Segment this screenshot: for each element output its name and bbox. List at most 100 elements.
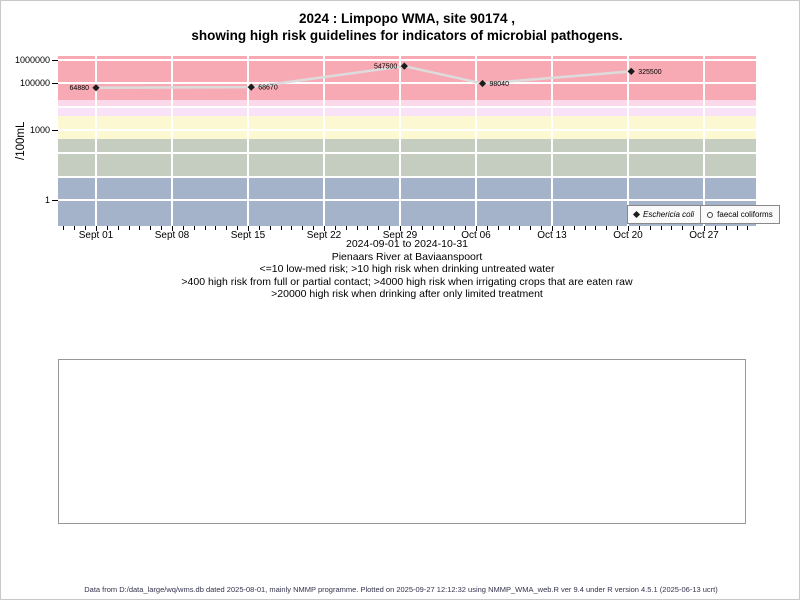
y-axis-tick-label: 1000 <box>29 125 50 135</box>
x-axis-tick <box>334 226 336 230</box>
risk-band-400-4000 <box>58 115 756 140</box>
x-axis-tick-label: Oct 06 <box>461 230 491 241</box>
x-axis-tick <box>269 226 271 230</box>
risk-band-10-400 <box>58 139 756 177</box>
legend-label-eschericia-coli: Eschericia coli <box>643 210 695 219</box>
risk-band->20000 <box>58 56 756 100</box>
h-gridline <box>58 152 756 155</box>
x-axis-tick <box>410 226 412 230</box>
h-gridline <box>58 59 756 61</box>
x-axis-tick <box>747 226 749 230</box>
x-axis-tick <box>171 226 173 231</box>
x-axis-tick <box>714 226 716 230</box>
x-axis-tick-label: Oct 27 <box>689 230 719 241</box>
legend: Eschericia coli faecal coliforms <box>627 205 780 224</box>
x-axis-tick <box>204 226 206 230</box>
x-axis-tick <box>497 226 499 230</box>
x-axis-tick <box>378 226 380 230</box>
data-series-layer: 64880 68670 547500 98040 325500 <box>70 62 662 92</box>
site-name: Pienaars River at Baviaanspoort <box>331 250 483 263</box>
v-gridline <box>246 56 249 226</box>
h-gridline <box>58 129 756 131</box>
x-axis-tick <box>465 226 467 230</box>
x-axis-tick <box>399 226 401 231</box>
guideline-line2: >400 high risk from full or partial cont… <box>181 275 633 288</box>
x-axis-tick <box>443 226 445 230</box>
x-axis-tick <box>584 226 586 230</box>
x-axis-date-range: 2024-09-01 to 2024-10-31 <box>345 238 468 250</box>
x-axis-tick <box>345 226 347 230</box>
y-axis-tick-label: 1 <box>44 195 50 205</box>
v-gridline <box>474 56 477 226</box>
risk-band-10000-20000 <box>58 99 756 107</box>
x-axis-tick <box>617 226 619 230</box>
x-axis-tick <box>63 226 65 230</box>
data-point <box>627 67 635 75</box>
x-axis-tick <box>96 226 97 231</box>
h-gridline <box>58 199 756 201</box>
x-axis-tick <box>367 226 369 230</box>
x-axis-tick <box>280 226 282 230</box>
h-gridline <box>58 105 756 108</box>
x-axis-tick <box>595 226 597 230</box>
data-point-label: 325500 <box>638 69 661 76</box>
x-axis-tick <box>660 226 662 230</box>
x-axis-tick <box>313 226 315 230</box>
x-axis-tick <box>106 226 108 230</box>
x-axis-tick <box>85 226 87 230</box>
x-axis-tick <box>432 226 434 230</box>
x-axis-tick <box>530 226 532 230</box>
x-axis-tick-label: Sept 15 <box>230 230 266 241</box>
x-axis-tick <box>551 226 553 231</box>
x-axis-tick <box>486 226 488 230</box>
x-axis-tick <box>508 226 510 230</box>
data-point-label: 64880 <box>70 85 90 92</box>
legend-label-faecal-coliforms: faecal coliforms <box>717 210 773 219</box>
x-axis-tick <box>182 226 184 230</box>
empty-panel <box>58 359 746 524</box>
y-axis-tick <box>52 83 58 85</box>
x-axis-tick <box>117 226 119 230</box>
x-axis-tick-label: Sept 08 <box>154 230 190 241</box>
y-axis-tick <box>52 60 58 61</box>
x-axis-tick <box>323 226 325 231</box>
v-gridline <box>550 56 553 226</box>
x-axis-tick <box>389 226 391 230</box>
x-axis-tick <box>356 226 358 230</box>
v-gridline <box>95 56 97 226</box>
data-point <box>247 83 255 91</box>
y-axis-tick <box>52 130 58 131</box>
v-gridline <box>170 56 173 226</box>
data-point-label: 98040 <box>490 81 510 88</box>
x-axis-tick <box>128 226 130 230</box>
x-axis-tick <box>736 226 738 230</box>
guideline-line3: >20000 high risk when drinking after onl… <box>271 288 543 301</box>
data-point-label: 547500 <box>374 64 397 71</box>
open-circle-icon <box>707 211 714 218</box>
x-axis-tick <box>519 226 521 230</box>
x-axis-tick <box>562 226 564 230</box>
v-gridline <box>398 56 401 226</box>
x-axis-tick <box>703 226 705 231</box>
v-gridline <box>626 56 629 226</box>
x-axis-tick <box>693 226 695 230</box>
x-axis-tick-label: Sept 01 <box>78 230 114 241</box>
x-axis-tick <box>237 226 239 230</box>
data-point <box>400 62 408 70</box>
v-gridline <box>322 56 325 226</box>
x-axis-tick <box>606 226 608 230</box>
x-axis-tick <box>161 226 163 230</box>
x-axis-tick <box>150 226 152 230</box>
x-axis-tick <box>541 226 543 230</box>
y-axis-tick <box>52 200 58 201</box>
x-axis-tick <box>725 226 727 230</box>
h-gridline <box>58 82 756 85</box>
x-axis-tick <box>475 226 477 231</box>
caption-block: 2024-09-01 to 2024-10-31 Pienaars River … <box>41 238 773 301</box>
x-axis-tick-label: Oct 20 <box>613 230 643 241</box>
x-axis-tick <box>258 226 260 230</box>
guideline-line1: <=10 low-med risk; >10 high risk when dr… <box>259 263 555 276</box>
x-axis-tick-label: Oct 13 <box>537 230 567 241</box>
x-axis-tick <box>215 226 217 230</box>
